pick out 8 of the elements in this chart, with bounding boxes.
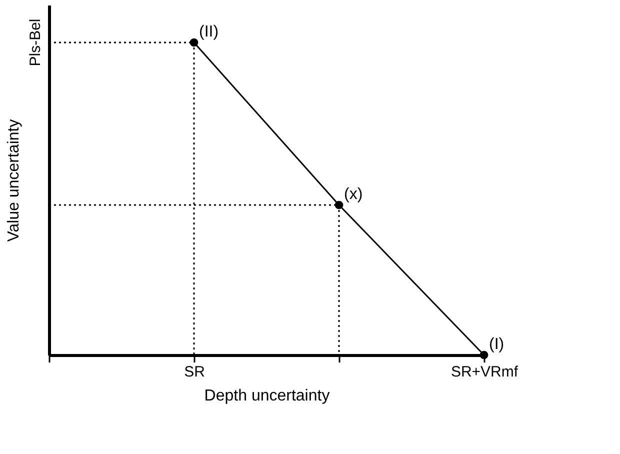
- x-axis-title: Depth uncertainty: [204, 388, 330, 404]
- annotation: (x): [344, 186, 363, 203]
- text: (II): [199, 24, 219, 40]
- x-tick-label: SR+VRmf: [450, 364, 519, 380]
- y-axis-title: Value uncertainty: [6, 119, 22, 242]
- text: Pls-Bel: [27, 18, 44, 66]
- x-tick-label: SR: [184, 364, 206, 380]
- text: (I): [489, 336, 504, 353]
